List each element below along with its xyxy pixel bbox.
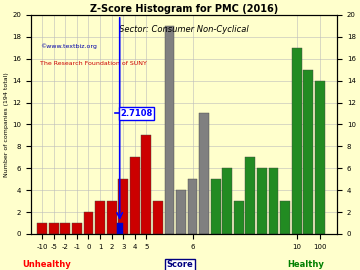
Text: Healthy: Healthy	[288, 260, 324, 269]
Text: The Research Foundation of SUNY: The Research Foundation of SUNY	[40, 61, 147, 66]
Text: ©www.textbiz.org: ©www.textbiz.org	[40, 43, 97, 49]
Text: Unhealthy: Unhealthy	[22, 260, 71, 269]
Bar	[153, 201, 163, 234]
Bar	[257, 168, 267, 234]
Bar	[72, 223, 82, 234]
Bar	[199, 113, 209, 234]
Bar	[130, 157, 140, 234]
Text: 2.7108: 2.7108	[120, 109, 153, 118]
Bar	[303, 70, 313, 234]
Bar	[95, 201, 105, 234]
Text: Sector: Consumer Non-Cyclical: Sector: Consumer Non-Cyclical	[119, 25, 249, 34]
Bar	[292, 48, 302, 234]
Bar	[246, 157, 255, 234]
Title: Z-Score Histogram for PMC (2016): Z-Score Histogram for PMC (2016)	[90, 4, 278, 14]
Bar	[141, 135, 151, 234]
Bar	[60, 223, 70, 234]
Bar	[269, 168, 278, 234]
Bar	[211, 179, 221, 234]
Bar	[280, 201, 290, 234]
Bar	[176, 190, 186, 234]
Bar	[234, 201, 244, 234]
Bar	[222, 168, 232, 234]
Bar	[49, 223, 59, 234]
Bar	[37, 223, 47, 234]
Bar	[315, 81, 325, 234]
Bar	[117, 223, 123, 234]
Bar	[165, 26, 174, 234]
Bar	[188, 179, 198, 234]
Bar	[107, 201, 117, 234]
Bar	[118, 179, 128, 234]
Text: Score: Score	[167, 260, 193, 269]
Bar	[84, 212, 93, 234]
Y-axis label: Number of companies (194 total): Number of companies (194 total)	[4, 72, 9, 177]
